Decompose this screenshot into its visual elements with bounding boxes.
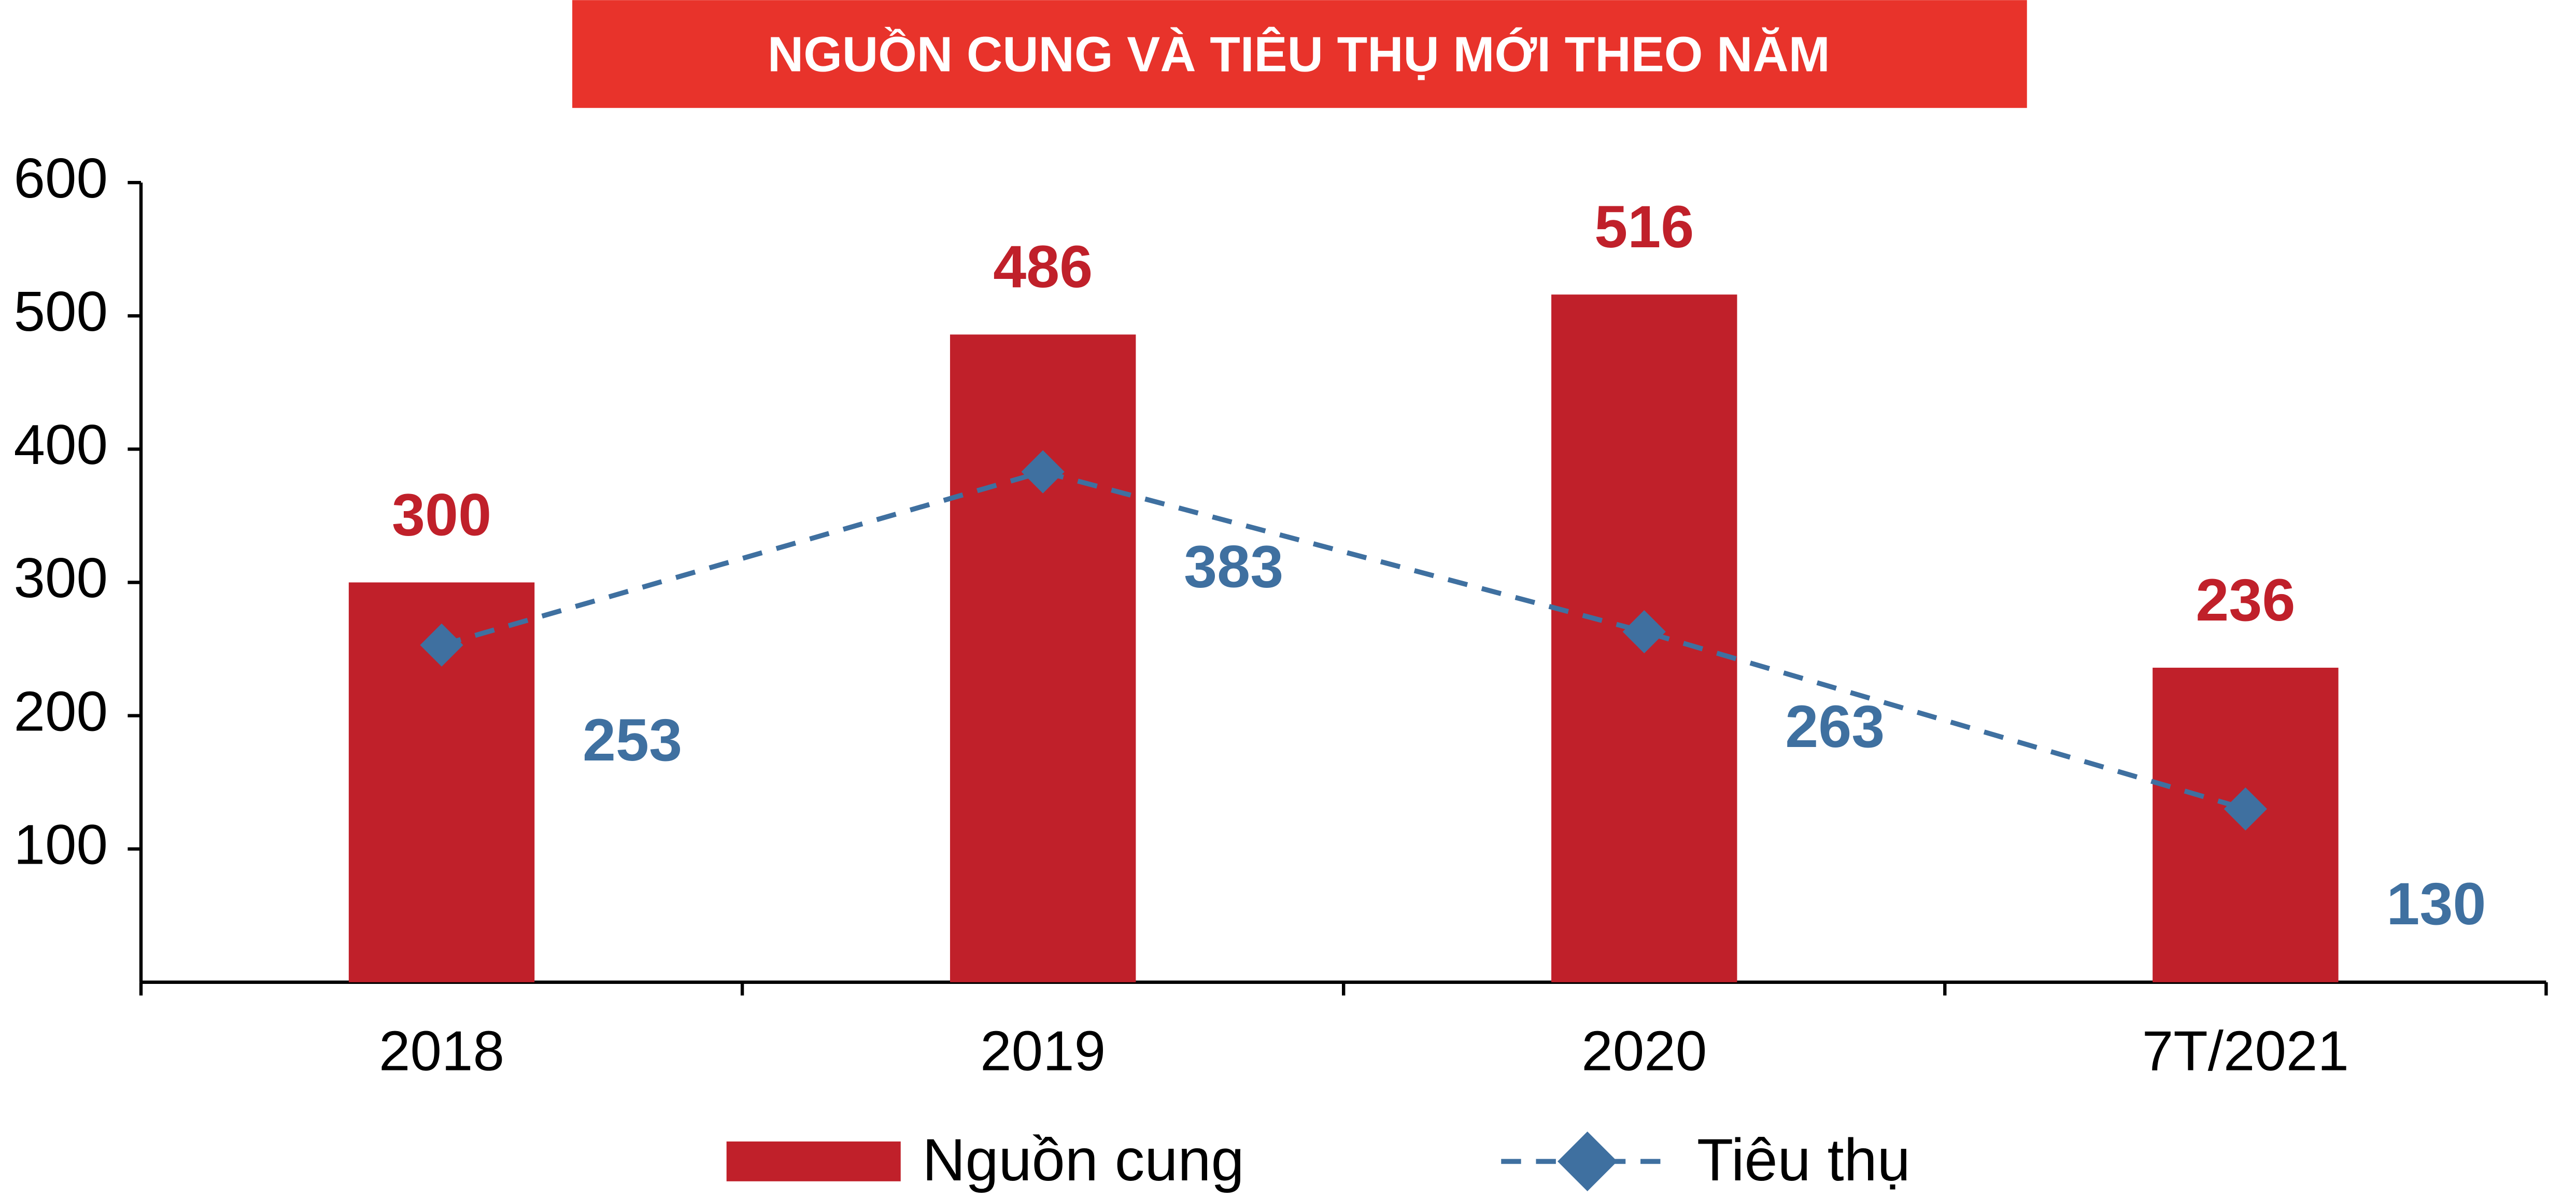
bar-value-label: 236 [2196, 567, 2295, 633]
bar-value-label: 300 [392, 482, 491, 548]
bar [950, 334, 1136, 982]
y-tick-label: 200 [13, 680, 108, 743]
y-tick-label: 400 [13, 414, 108, 476]
line-value-label: 253 [583, 707, 682, 773]
bar-value-label: 516 [1594, 194, 1694, 260]
line-value-label: 130 [2386, 871, 2486, 937]
line-value-label: 383 [1184, 534, 1283, 600]
x-tick-label: 2019 [980, 1020, 1106, 1082]
y-tick-label: 100 [13, 813, 108, 876]
marker [2224, 787, 2267, 831]
x-tick-label: 2020 [1581, 1020, 1707, 1082]
line-value-label: 263 [1785, 694, 1885, 760]
legend-swatch [726, 1141, 901, 1181]
chart-title: NGUỒN CUNG VÀ TIÊU THỤ MỚI THEO NĂM [768, 26, 1830, 82]
x-tick-label: 2018 [379, 1020, 504, 1082]
x-tick-label: 7T/2021 [2142, 1020, 2349, 1082]
marker [1021, 450, 1065, 494]
y-tick-label: 500 [13, 280, 108, 343]
y-tick-label: 600 [13, 147, 108, 210]
legend-label: Tiêu thụ [1697, 1127, 1910, 1193]
line [441, 469, 2246, 812]
bar-value-label: 486 [993, 234, 1093, 300]
legend-marker [1558, 1131, 1618, 1191]
y-tick-label: 300 [13, 547, 108, 610]
title-banner [572, 0, 2027, 108]
legend-label: Nguồn cung [922, 1127, 1244, 1193]
marker [420, 623, 463, 667]
